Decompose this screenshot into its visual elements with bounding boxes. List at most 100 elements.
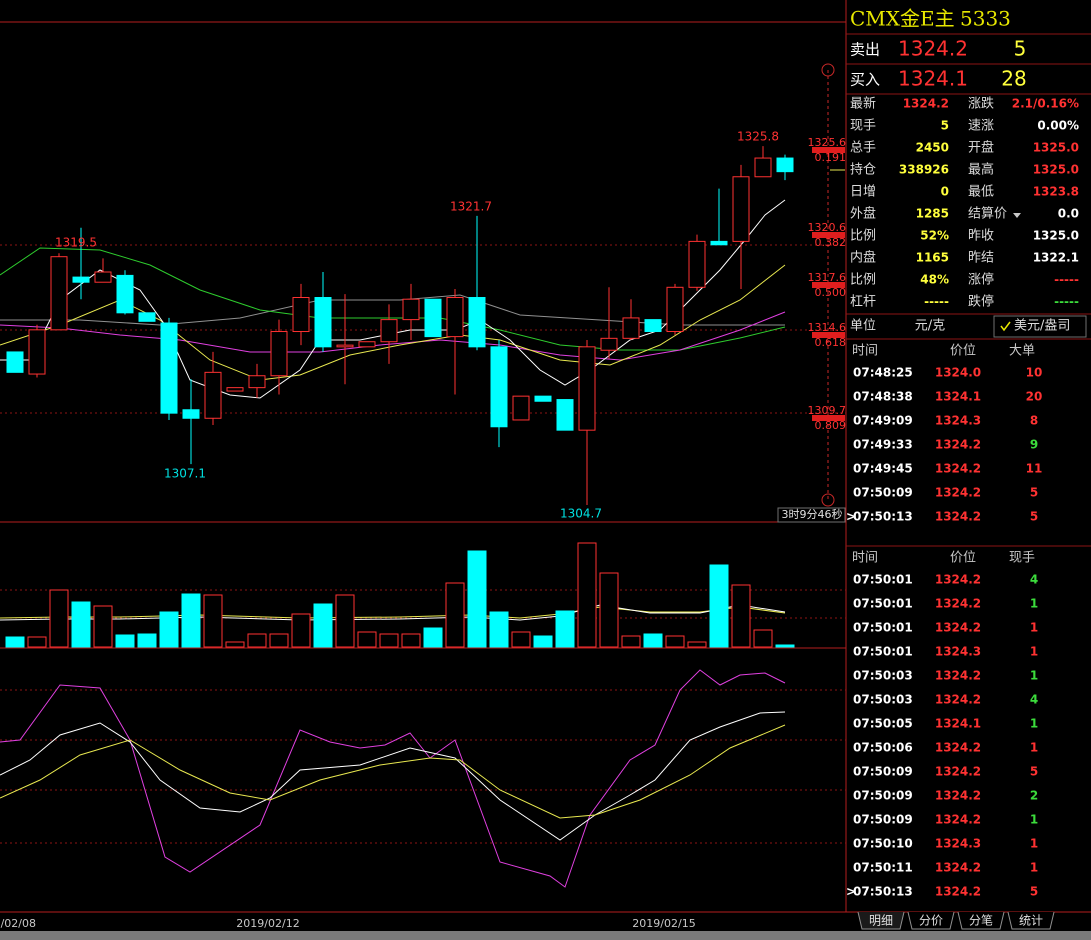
level-marker [812, 415, 845, 421]
volume-bar [599, 572, 619, 648]
volume-bar [423, 627, 443, 648]
candle-body [116, 274, 134, 314]
bid-price: 1324.1 [898, 67, 968, 91]
candle-body [468, 297, 486, 348]
time: 07:48:25 [853, 366, 913, 380]
time: 07:49:33 [853, 438, 913, 452]
volume-bar [445, 582, 465, 648]
level-ratio: 0.500 [815, 286, 847, 299]
tab-label[interactable]: 统计 [1019, 914, 1043, 928]
tab-label[interactable]: 明细 [869, 914, 893, 928]
price: 1324.2 [935, 486, 981, 500]
date-label: 2019/02/08 [0, 917, 36, 930]
quote-value: 1325.0 [1033, 163, 1079, 177]
ask-volume: 5 [1014, 37, 1027, 61]
time: 07:50:10 [853, 837, 913, 851]
time: 07:50:09 [853, 486, 913, 500]
bid-volume: 28 [1001, 67, 1026, 91]
kdj-lines [0, 669, 786, 888]
candle-body [50, 256, 68, 331]
candle-body [512, 395, 530, 421]
volume: 2 [1030, 789, 1038, 803]
fib-handle[interactable] [821, 63, 835, 77]
check-icon [1000, 321, 1011, 332]
ask-price: 1324.2 [898, 37, 968, 61]
candle-body [490, 346, 508, 428]
candle-body [138, 312, 156, 322]
price: 1324.1 [935, 390, 981, 404]
tab[interactable] [857, 911, 905, 930]
volume-bar [247, 633, 267, 648]
fib-handle[interactable] [821, 493, 835, 507]
level-price: 1325.6 [808, 136, 847, 149]
quote-value: 1322.1 [1033, 251, 1079, 265]
column-header: 价位 [950, 551, 976, 566]
tab-label[interactable]: 分笔 [969, 913, 993, 928]
candle-body [578, 346, 596, 431]
time: 07:50:11 [853, 861, 913, 875]
quote-value: ----- [924, 295, 949, 309]
quote-label: 总手 [850, 141, 876, 156]
time: 07:50:05 [853, 717, 913, 731]
price: 1324.2 [935, 462, 981, 476]
tab[interactable] [957, 911, 1005, 930]
volume-bar [775, 644, 795, 648]
quote-label: 杠杆 [850, 294, 876, 310]
level-marker [812, 282, 845, 288]
volume: 1 [1030, 837, 1038, 851]
price: 1324.2 [935, 573, 981, 587]
unit-option[interactable]: 元/克 [915, 319, 945, 334]
candle-body [6, 351, 24, 373]
price: 1324.2 [935, 621, 981, 635]
tab[interactable] [1007, 911, 1055, 930]
volume-bar [225, 641, 245, 648]
price: 1324.0 [935, 366, 981, 380]
price: 1324.2 [935, 510, 981, 524]
volume-bar [269, 633, 289, 648]
candle-body [204, 371, 222, 419]
quote-value: 2.1/0.16% [1012, 97, 1079, 111]
time: 07:50:01 [853, 645, 913, 659]
candle-body [94, 271, 112, 283]
quote-label: 内盘 [850, 250, 876, 266]
candle-body [754, 157, 772, 178]
quote-value: 2450 [916, 141, 949, 155]
volume-bar [489, 611, 509, 648]
symbol: CMX金E主 [850, 7, 955, 31]
low-label: 1304.7 [560, 507, 602, 521]
time: 07:48:38 [853, 390, 913, 404]
date-label: 2019/02/15 [632, 917, 695, 930]
candle-body [688, 240, 706, 288]
unit-selected-box[interactable] [993, 315, 1087, 338]
tab[interactable] [907, 911, 955, 930]
tab-label[interactable]: 分价 [919, 914, 943, 928]
volume-bar [313, 603, 333, 648]
candle-body [314, 297, 332, 348]
volume: 9 [1030, 438, 1038, 452]
time: 07:50:03 [853, 669, 913, 683]
panel-lines [846, 33, 1091, 547]
row-marker: > [846, 885, 856, 899]
unit-option[interactable]: 美元/盎司 [1014, 319, 1070, 334]
quote-value: 48% [920, 273, 949, 287]
quote-value: 52% [920, 229, 949, 243]
quote-value: 0.0 [1058, 207, 1079, 221]
volume-bar [291, 613, 311, 648]
column-header: 现手 [1009, 551, 1035, 566]
candle-body [160, 322, 178, 414]
volume: 1 [1030, 717, 1038, 731]
column-header: 价位 [950, 344, 976, 359]
volume: 1 [1030, 861, 1038, 875]
quote-label: 速涨 [968, 119, 994, 134]
candle-body [248, 375, 266, 389]
candle-body [710, 240, 728, 246]
quote-label: 结算价 [968, 207, 1007, 222]
quote-label: 外盘 [850, 206, 876, 222]
candle-body [424, 298, 442, 338]
scrollbar[interactable] [0, 931, 1091, 940]
candle-body [226, 387, 244, 392]
time: 07:50:06 [853, 741, 913, 755]
candle-body [336, 344, 354, 348]
dropdown-icon[interactable] [1013, 213, 1021, 218]
